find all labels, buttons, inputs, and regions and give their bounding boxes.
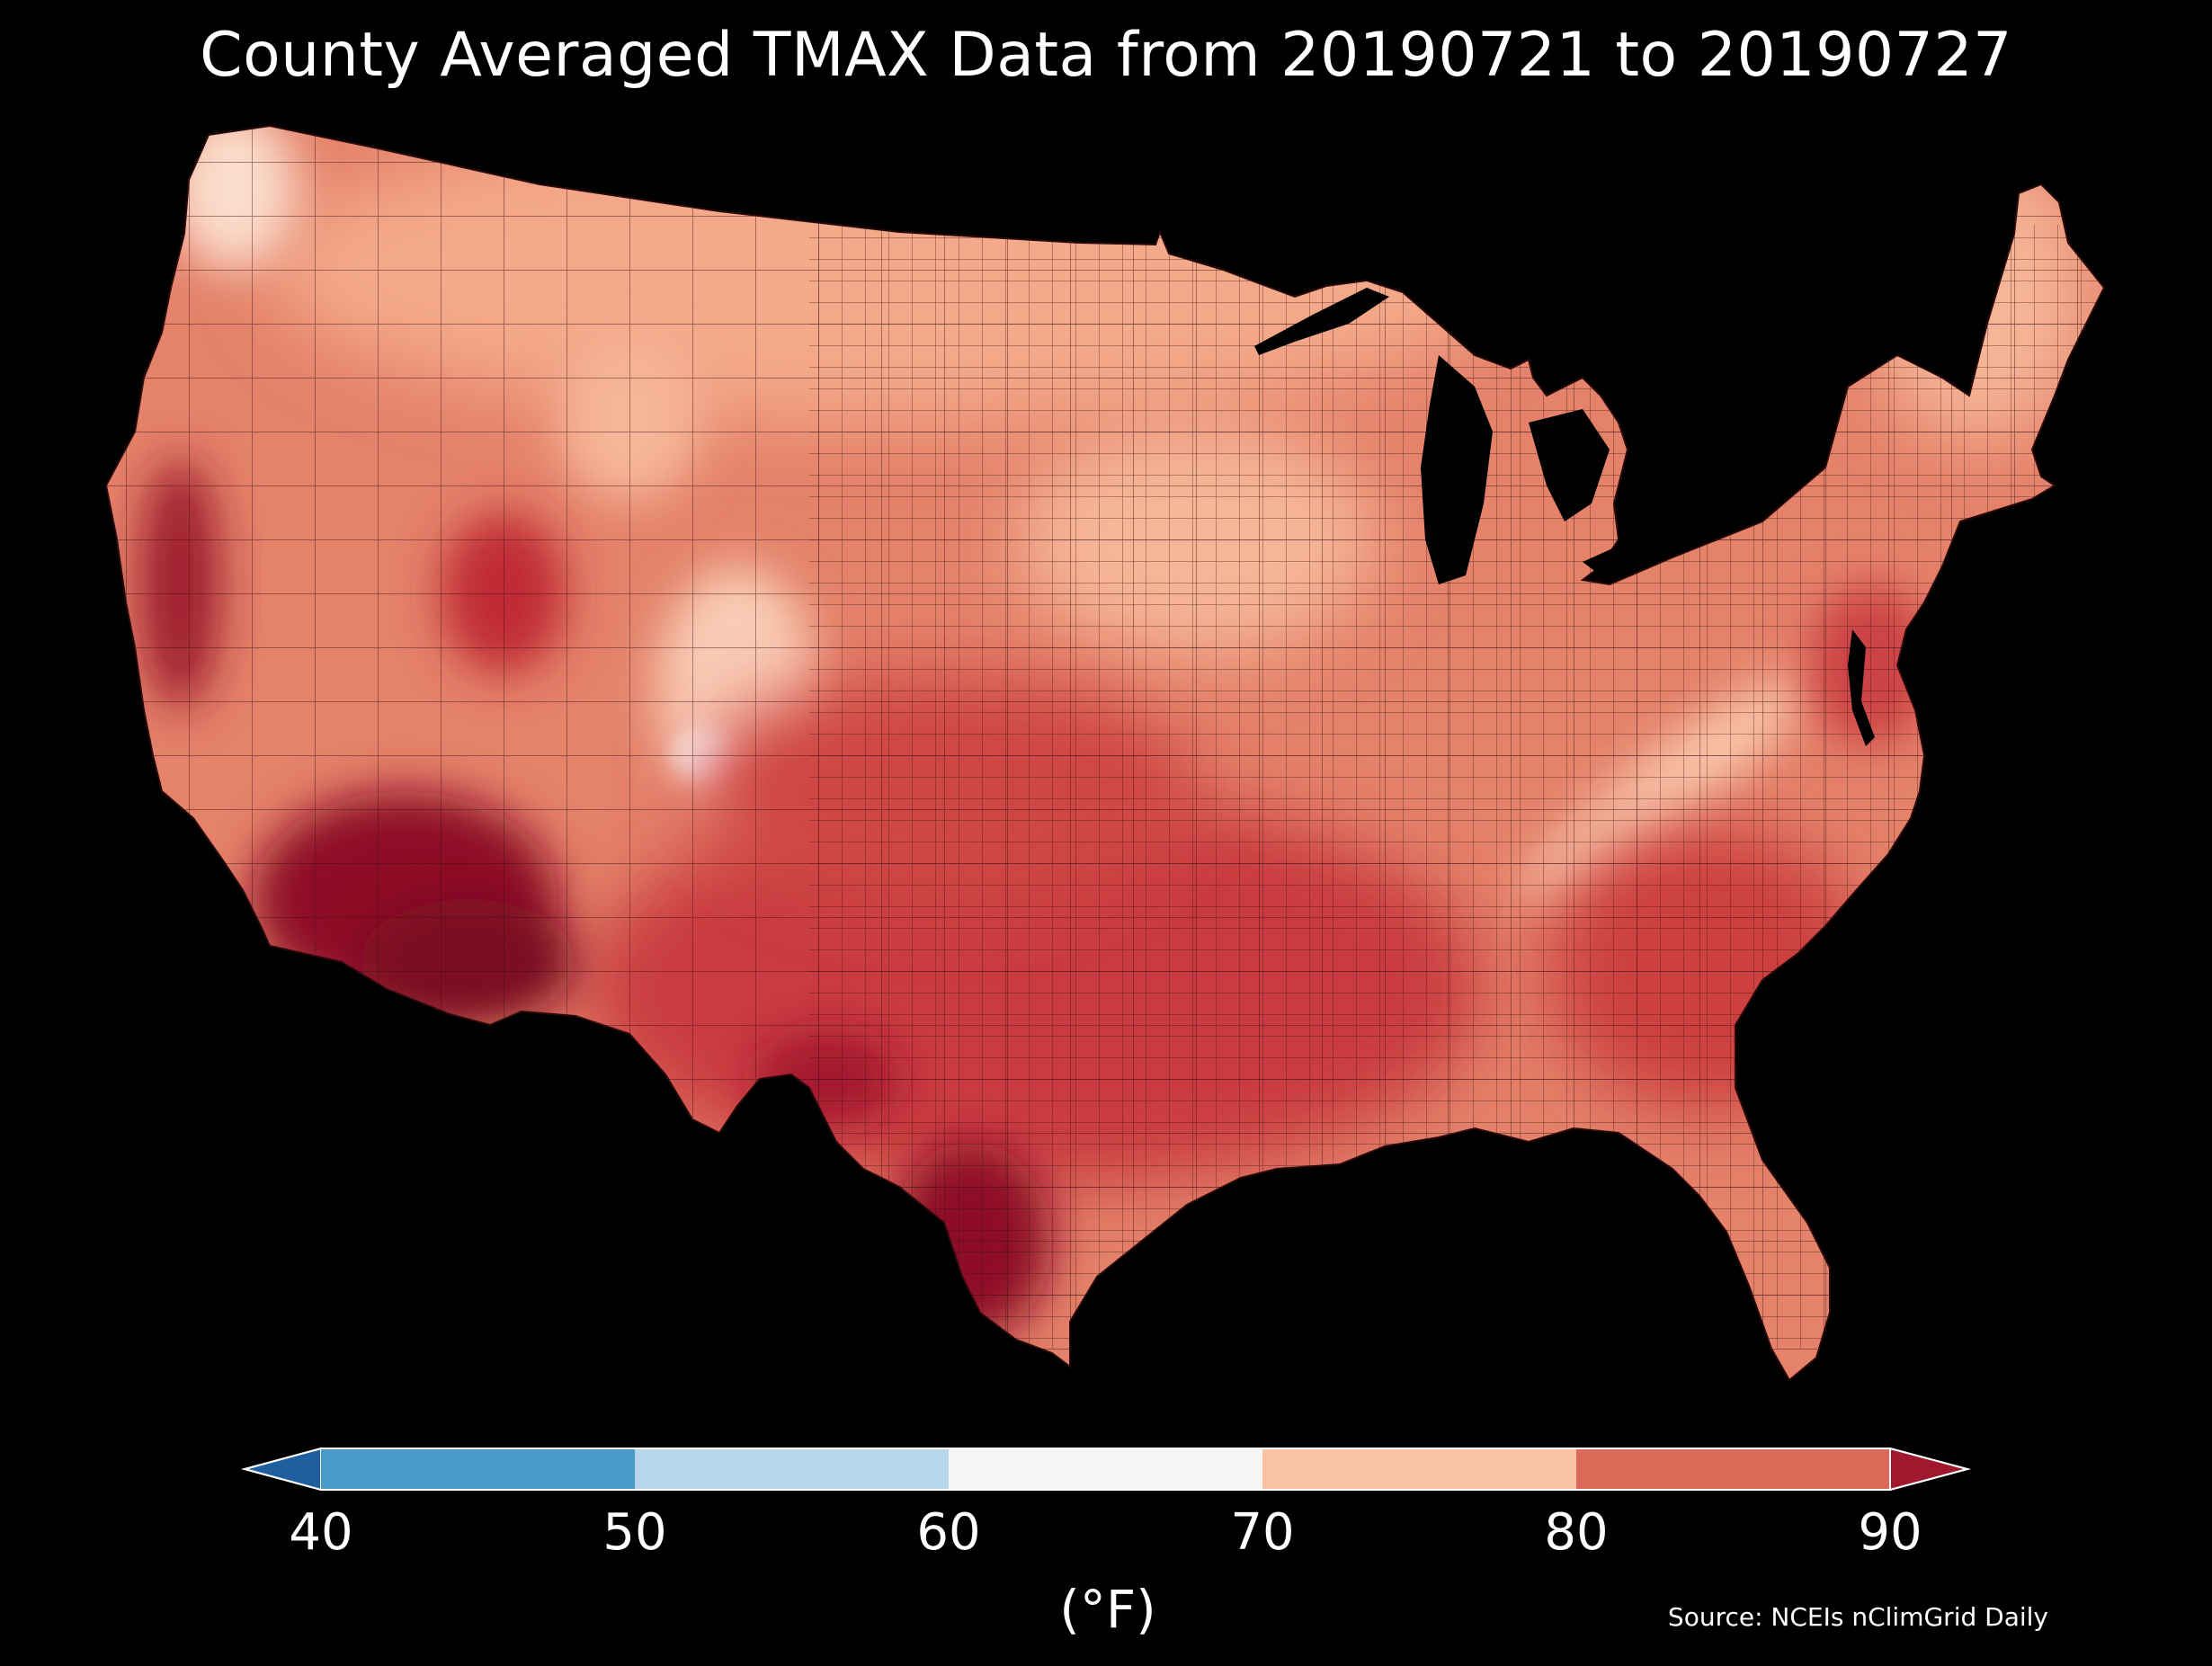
colorbar-tick: 40: [289, 1503, 353, 1562]
colorbar-bin-80-90: [1576, 1448, 1890, 1490]
great-lakes: [1254, 288, 1785, 584]
colorbar-bin-50-60: [635, 1448, 949, 1490]
colorbar-tick: 70: [1230, 1503, 1295, 1562]
colorbar-unit-label: (°F): [1059, 1579, 1156, 1640]
colorbar-bin-60-70: [949, 1448, 1262, 1490]
colorbar-over-arrow: [1889, 1447, 1971, 1492]
colorbar-bin-70-80: [1262, 1448, 1576, 1490]
colorbar-tick: 50: [602, 1503, 667, 1562]
colorbar-tick: 60: [916, 1503, 981, 1562]
colorbar-outline: [241, 1448, 1971, 1491]
source-credit: Source: NCEIs nClimGrid Daily: [1667, 1602, 2048, 1632]
map-title: County Averaged TMAX Data from 20190721 …: [200, 20, 2012, 91]
colorbar-tick: 80: [1544, 1503, 1609, 1562]
colorbar-under-arrow: [241, 1447, 322, 1492]
chesapeake-bay: [1848, 629, 1875, 746]
colorbar-bin-40-50: [321, 1448, 635, 1490]
colorbar-tick: 90: [1858, 1503, 1922, 1562]
